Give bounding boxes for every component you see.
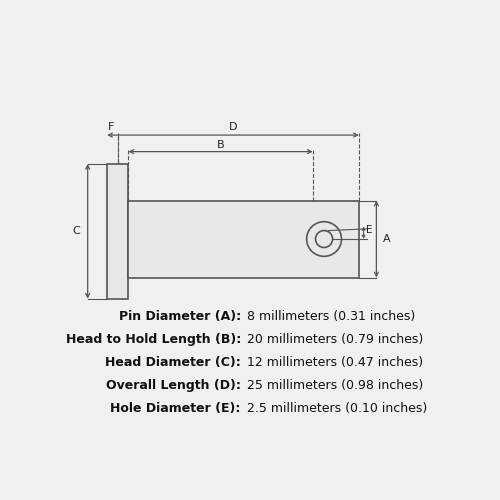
Text: B: B bbox=[217, 140, 224, 149]
Text: C: C bbox=[72, 226, 80, 236]
Text: Hole Diameter (E):: Hole Diameter (E): bbox=[110, 402, 241, 415]
Text: 25 millimeters (0.98 inches): 25 millimeters (0.98 inches) bbox=[246, 379, 423, 392]
Text: 2.5 millimeters (0.10 inches): 2.5 millimeters (0.10 inches) bbox=[246, 402, 427, 415]
Bar bbox=[107, 164, 128, 298]
Text: Head Diameter (C):: Head Diameter (C): bbox=[105, 356, 241, 368]
Text: A: A bbox=[384, 234, 391, 244]
Bar bbox=[128, 200, 359, 278]
Text: 20 millimeters (0.79 inches): 20 millimeters (0.79 inches) bbox=[246, 332, 423, 345]
Text: Head to Hold Length (B):: Head to Hold Length (B): bbox=[66, 332, 241, 345]
Text: D: D bbox=[229, 122, 237, 132]
Text: Overall Length (D):: Overall Length (D): bbox=[106, 379, 241, 392]
Text: F: F bbox=[108, 122, 114, 132]
Text: Pin Diameter (A):: Pin Diameter (A): bbox=[118, 310, 241, 322]
Text: 12 millimeters (0.47 inches): 12 millimeters (0.47 inches) bbox=[246, 356, 422, 368]
Text: 8 millimeters (0.31 inches): 8 millimeters (0.31 inches) bbox=[246, 310, 415, 322]
Text: E: E bbox=[366, 224, 372, 234]
